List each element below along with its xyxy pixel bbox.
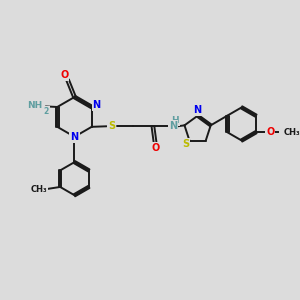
Text: N: N [70, 132, 79, 142]
Text: N: N [93, 100, 101, 110]
Text: NH: NH [27, 101, 42, 110]
Text: S: S [182, 139, 189, 149]
Text: CH₃: CH₃ [284, 128, 300, 137]
Text: N: N [193, 105, 201, 115]
Text: S: S [108, 121, 115, 131]
Text: CH₃: CH₃ [31, 185, 47, 194]
Text: N: N [169, 121, 177, 131]
Text: 2: 2 [44, 107, 49, 116]
Text: O: O [60, 70, 68, 80]
Text: H: H [171, 116, 179, 125]
Text: O: O [266, 127, 275, 137]
Text: O: O [151, 143, 159, 153]
